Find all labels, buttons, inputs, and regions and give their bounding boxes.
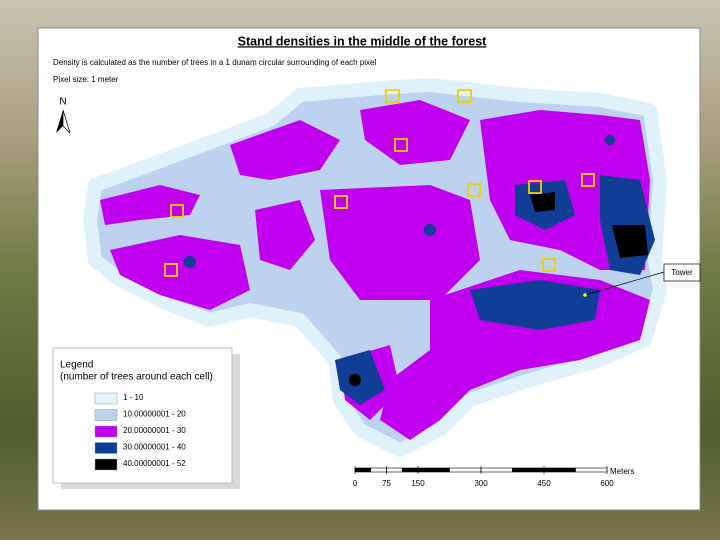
scale-segment <box>449 467 482 473</box>
tower-marker <box>583 293 587 297</box>
legend-items: 1 - 10 10.00000001 - 20 20.00000001 - 30 30… <box>94 392 186 471</box>
legend-label: 40.00000001 - 52 <box>123 459 186 468</box>
north-arrow <box>56 110 63 133</box>
scale-segment <box>417 467 450 473</box>
scale-tick-label: 75 <box>382 479 391 488</box>
map-title: Stand densities in the middle of the for… <box>238 34 487 48</box>
scale-segment <box>543 467 576 473</box>
scale-unit: Meters <box>610 467 634 476</box>
scale-segment <box>512 467 545 473</box>
legend-swatch <box>94 392 118 405</box>
legend-swatch <box>94 442 118 454</box>
scale-segment <box>480 467 513 473</box>
legend-box <box>52 347 233 484</box>
legend-label: 30.00000001 - 40 <box>123 443 186 452</box>
scale-bar: 0 75 150 300 450 600 <box>353 466 614 488</box>
tower-label: Tower <box>671 268 693 277</box>
scale-segment <box>401 467 419 473</box>
legend-label: 20.00000001 - 30 <box>123 426 186 435</box>
note: Density is calculated as the number of t… <box>53 58 377 67</box>
legend-label: 1 - 10 <box>123 393 144 402</box>
note: Pixel size: 1 meter <box>53 75 119 84</box>
scale-segment <box>575 467 608 473</box>
legend-swatch <box>94 458 118 471</box>
tower-pointer <box>584 271 665 296</box>
legend-swatch <box>94 425 118 438</box>
scale-tick-label: 450 <box>537 479 551 488</box>
scale-tick-label: 150 <box>411 479 425 488</box>
scale-segment <box>386 467 403 473</box>
legend-title: Legend <box>60 360 93 371</box>
legend-subtitle: (number of trees around each cell) <box>60 372 213 383</box>
scale-tick-label: 600 <box>600 479 614 488</box>
north-label: N <box>59 97 66 108</box>
density-map <box>83 78 667 457</box>
scale-tick-label: 300 <box>474 479 488 488</box>
scale-segment <box>370 467 387 473</box>
north-arrow <box>62 109 71 134</box>
scale-tick-label: 0 <box>353 479 358 488</box>
legend-swatch <box>94 409 118 421</box>
tower-box <box>663 263 701 282</box>
scale-segment <box>354 467 372 473</box>
legend-label: 10.00000001 - 20 <box>123 410 186 419</box>
